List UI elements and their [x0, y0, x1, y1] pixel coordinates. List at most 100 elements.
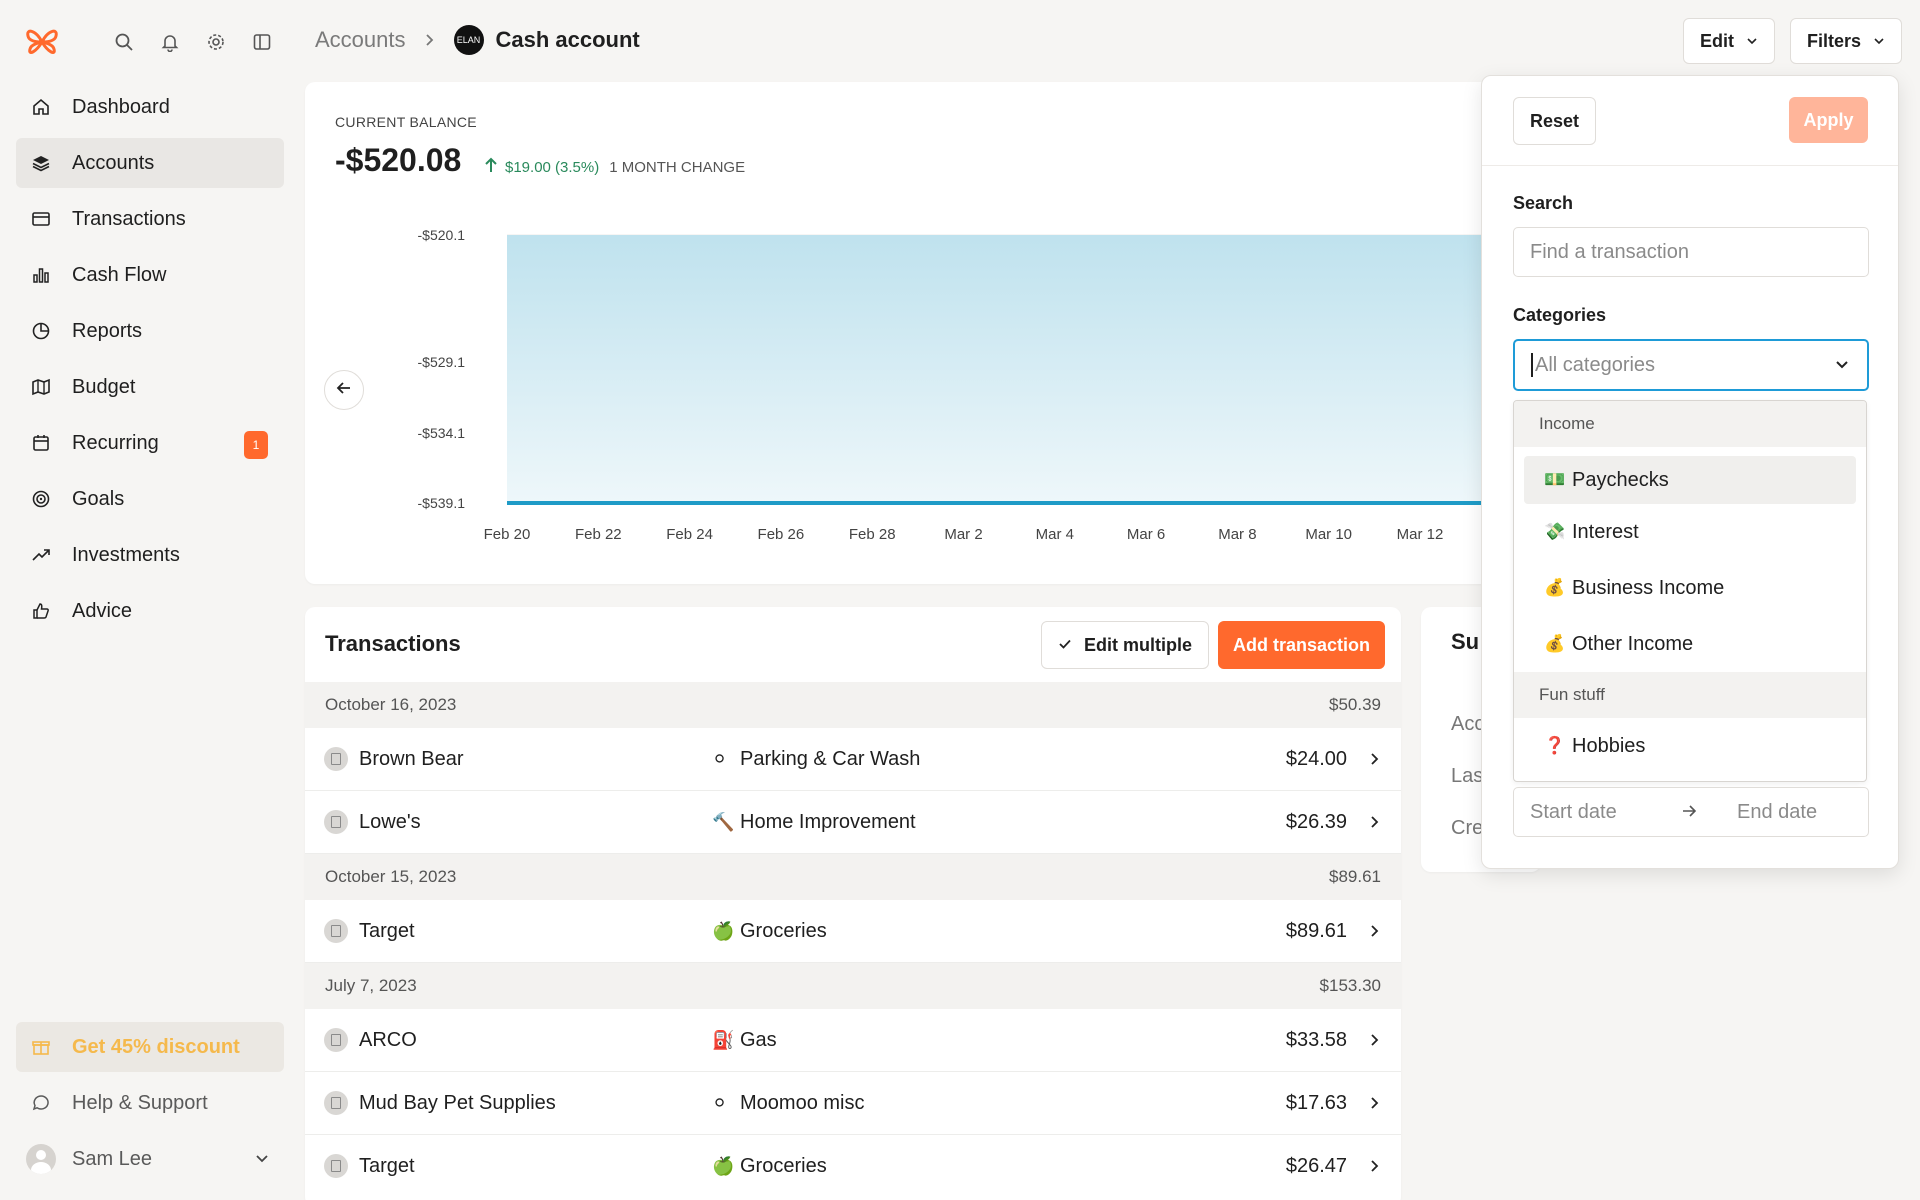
date-range-input[interactable]: Start date End date — [1513, 787, 1869, 837]
group-date: October 15, 2023 — [325, 867, 457, 886]
x-tick-label: Mar 4 — [1036, 526, 1074, 543]
balance-change-label: 1 MONTH CHANGE — [609, 158, 746, 176]
help-support-link[interactable]: Help & Support — [16, 1078, 284, 1128]
chevron-right-icon — [1369, 750, 1381, 773]
sidebar-item-cash-flow[interactable]: Cash Flow — [16, 250, 284, 300]
amount: $24.00 — [1285, 747, 1347, 770]
sidebar-item-reports[interactable]: Reports — [16, 306, 284, 356]
sidebar-item-budget[interactable]: Budget — [16, 362, 284, 412]
category-emoji-icon: ⚪ — [712, 748, 728, 769]
summary-line: Cre — [1451, 817, 1484, 839]
table-row[interactable]: Lowe's 🔨 Home Improvement $26.39 — [305, 791, 1401, 854]
category-cell[interactable]: ⛽ Gas — [712, 1029, 777, 1052]
sidebar-item-goals[interactable]: Goals — [16, 474, 284, 524]
card-icon — [30, 208, 52, 230]
category-cell[interactable]: ⚪ Moomoo misc — [712, 1092, 864, 1115]
promo-label: Get 45% discount — [72, 1035, 240, 1058]
category-label: Moomoo misc — [740, 1091, 865, 1114]
merchant-logo-icon — [324, 747, 348, 771]
sidebar-toggle-icon[interactable] — [248, 28, 276, 56]
sidebar-item-recurring[interactable]: Recurring 1 — [16, 418, 284, 468]
page-title: Cash account — [495, 27, 640, 52]
category-cell[interactable]: 🔨 Home Improvement — [712, 811, 916, 834]
edit-multiple-button[interactable]: Edit multiple — [1041, 621, 1209, 669]
merchant-name: Target — [359, 1155, 415, 1177]
chevron-down-icon — [1833, 355, 1851, 379]
sidebar-nav: Dashboard Accounts Transactions Cash Flo… — [16, 82, 284, 642]
thumbs-up-icon — [30, 600, 52, 622]
merchant-logo-icon — [324, 1028, 348, 1052]
category-cell[interactable]: 🍏 Groceries — [712, 1155, 827, 1178]
dropdown-option[interactable]: 💰 Other Income — [1514, 616, 1866, 672]
date-group-header: October 15, 2023 $89.61 — [305, 854, 1401, 900]
pie-icon — [30, 320, 52, 342]
amount: $26.47 — [1285, 1155, 1347, 1177]
dropdown-option[interactable]: ❓ Hobbies — [1514, 718, 1866, 774]
category-emoji-icon: 🍏 — [712, 1156, 735, 1176]
category-emoji-icon: 💰 — [1544, 634, 1566, 653]
amount: $26.39 — [1285, 810, 1347, 833]
gear-icon[interactable] — [202, 28, 230, 56]
dropdown-option[interactable]: 💸 Interest — [1514, 504, 1866, 560]
balance-change: $19.00 (3.5%) 1 MONTH CHANGE — [483, 156, 745, 178]
categories-dropdown: Income 💵 Paychecks 💸 Interest 💰 Business Incom… — [1513, 400, 1867, 782]
merchant-logo-icon — [324, 1091, 348, 1115]
sidebar-item-label: Budget — [72, 375, 136, 398]
group-date: October 16, 2023 — [325, 695, 457, 714]
x-tick-label: Feb 28 — [849, 526, 896, 543]
category-emoji-icon: 🍏 — [712, 920, 735, 941]
table-row[interactable]: Target 🍏 Groceries $89.61 — [305, 900, 1401, 963]
chevron-down-icon — [1746, 31, 1758, 52]
y-tick-label: -$520.1 — [418, 227, 466, 243]
add-transaction-button[interactable]: Add transaction — [1218, 621, 1386, 669]
merchant-name: ARCO — [359, 1028, 417, 1051]
table-row[interactable]: Target 🍏 Groceries $26.47 — [305, 1135, 1401, 1198]
breadcrumb-accounts-link[interactable]: Accounts — [315, 27, 406, 52]
arrow-left-icon — [335, 379, 353, 402]
reset-button[interactable]: Reset — [1513, 97, 1597, 145]
bar-chart-icon — [30, 264, 52, 286]
balance-change-value: $19.00 (3.5%) — [505, 158, 600, 176]
discount-promo-button[interactable]: Get 45% discount — [16, 1022, 284, 1072]
balance-chart-card: CURRENT BALANCE -$520.08 $19.00 (3.5%) 1… — [305, 82, 1625, 584]
summary-line: Acc — [1451, 713, 1485, 735]
edit-button[interactable]: Edit — [1683, 18, 1775, 64]
option-label: Interest — [1572, 520, 1639, 543]
summary-line: Las — [1451, 765, 1484, 787]
sidebar-item-dashboard[interactable]: Dashboard — [16, 82, 284, 132]
chart-back-button[interactable] — [324, 370, 364, 410]
filters-button[interactable]: Filters — [1790, 18, 1903, 64]
sidebar-item-advice[interactable]: Advice — [16, 586, 284, 636]
app-logo-icon[interactable] — [22, 22, 62, 62]
apply-button[interactable]: Apply — [1789, 97, 1868, 143]
table-row[interactable]: ARCO ⛽ Gas $33.58 — [305, 1009, 1401, 1072]
end-date-field[interactable]: End date — [1737, 800, 1818, 823]
bell-icon[interactable] — [156, 28, 184, 56]
search-icon[interactable] — [110, 28, 138, 56]
category-cell[interactable]: ⚪ Parking & Car Wash — [712, 748, 920, 771]
dropdown-option[interactable]: 💰 Business Income — [1514, 560, 1866, 616]
sidebar-item-accounts[interactable]: Accounts — [16, 138, 284, 188]
sidebar-item-label: Accounts — [72, 151, 155, 174]
checkmark-icon — [1058, 635, 1072, 656]
sidebar-item-label: Recurring — [72, 431, 159, 454]
sidebar-item-investments[interactable]: Investments — [16, 530, 284, 580]
user-menu[interactable]: Sam Lee — [16, 1132, 284, 1186]
category-cell[interactable]: 🍏 Groceries — [712, 920, 827, 943]
merchant-name: Target — [359, 919, 415, 942]
x-tick-label: Feb 24 — [666, 526, 713, 543]
dropdown-option[interactable]: 💵 Paychecks — [1524, 456, 1856, 504]
table-row[interactable]: Brown Bear ⚪ Parking & Car Wash $24.00 — [305, 728, 1401, 791]
chat-bubble-icon — [30, 1092, 52, 1114]
categories-select[interactable]: All categories — [1513, 339, 1869, 391]
search-input[interactable]: Find a transaction — [1513, 227, 1869, 277]
balance-label: CURRENT BALANCE — [335, 114, 477, 130]
start-date-field[interactable]: Start date — [1530, 800, 1617, 823]
table-row[interactable]: Mud Bay Pet Supplies ⚪ Moomoo misc $17.63 — [305, 1072, 1401, 1135]
option-label: Paychecks — [1572, 468, 1669, 491]
category-emoji-icon: 💰 — [1544, 578, 1566, 597]
category-label: Gas — [740, 1028, 777, 1051]
breadcrumb: Accounts ELAN Cash account — [315, 22, 640, 58]
area-fill — [507, 235, 1625, 503]
sidebar-item-transactions[interactable]: Transactions — [16, 194, 284, 244]
